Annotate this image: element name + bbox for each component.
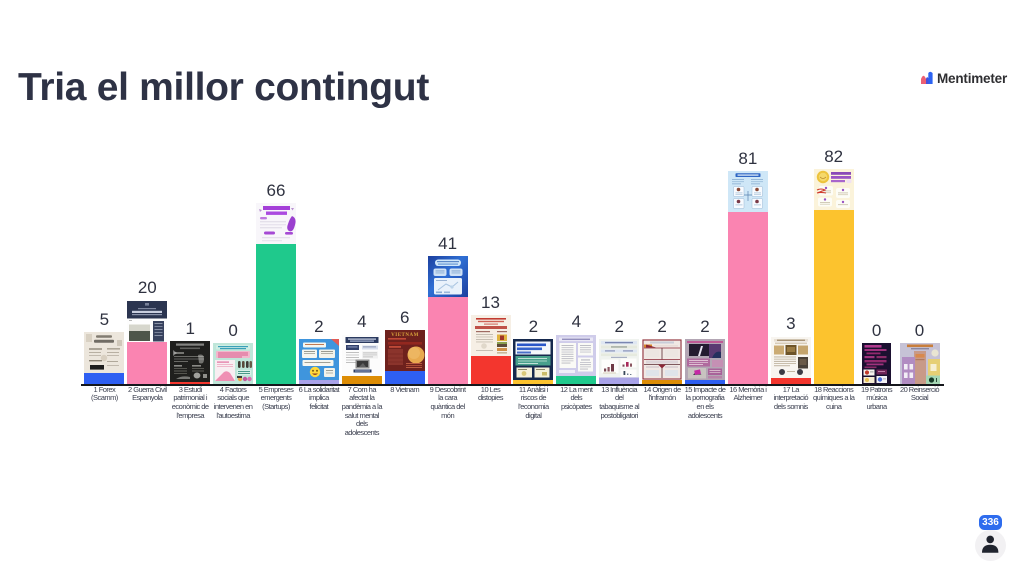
svg-text:VIETNAM: VIETNAM: [391, 333, 419, 338]
